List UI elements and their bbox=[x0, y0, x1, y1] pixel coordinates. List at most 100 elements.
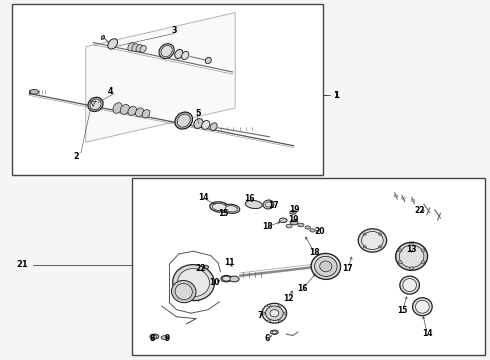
Text: 2: 2 bbox=[73, 152, 79, 161]
Circle shape bbox=[278, 304, 281, 306]
Ellipse shape bbox=[182, 51, 189, 59]
Text: 6: 6 bbox=[265, 334, 270, 343]
Ellipse shape bbox=[212, 203, 227, 211]
Text: 11: 11 bbox=[224, 258, 235, 267]
Ellipse shape bbox=[210, 123, 217, 131]
Text: 22: 22 bbox=[414, 206, 425, 215]
Ellipse shape bbox=[315, 256, 337, 276]
Circle shape bbox=[410, 243, 414, 246]
Ellipse shape bbox=[88, 97, 103, 112]
Ellipse shape bbox=[121, 104, 129, 114]
Ellipse shape bbox=[101, 35, 104, 40]
Ellipse shape bbox=[400, 276, 419, 294]
Ellipse shape bbox=[290, 220, 298, 225]
Ellipse shape bbox=[136, 108, 144, 117]
Polygon shape bbox=[86, 13, 235, 142]
Text: 3: 3 bbox=[171, 26, 177, 35]
Ellipse shape bbox=[194, 118, 203, 129]
Text: 15: 15 bbox=[397, 306, 408, 315]
Text: 16: 16 bbox=[297, 284, 308, 293]
Ellipse shape bbox=[263, 200, 274, 209]
Ellipse shape bbox=[416, 300, 429, 313]
Circle shape bbox=[268, 304, 270, 306]
Ellipse shape bbox=[132, 44, 139, 51]
Ellipse shape bbox=[90, 99, 101, 110]
Text: 14: 14 bbox=[422, 328, 433, 338]
Text: 16: 16 bbox=[245, 194, 255, 203]
Ellipse shape bbox=[202, 121, 210, 129]
Text: 9: 9 bbox=[165, 334, 170, 343]
Ellipse shape bbox=[161, 45, 172, 57]
Text: 10: 10 bbox=[209, 278, 220, 287]
Ellipse shape bbox=[142, 109, 150, 118]
Ellipse shape bbox=[395, 242, 428, 270]
Circle shape bbox=[398, 249, 402, 252]
Ellipse shape bbox=[159, 44, 174, 59]
Ellipse shape bbox=[136, 45, 142, 52]
Text: 1: 1 bbox=[333, 91, 339, 100]
Text: 5: 5 bbox=[196, 109, 201, 118]
Circle shape bbox=[421, 261, 425, 264]
Text: 21: 21 bbox=[16, 260, 28, 269]
Ellipse shape bbox=[413, 298, 432, 316]
Ellipse shape bbox=[272, 331, 276, 333]
Ellipse shape bbox=[222, 276, 230, 281]
Text: 8: 8 bbox=[149, 334, 154, 343]
Circle shape bbox=[379, 233, 382, 235]
Ellipse shape bbox=[319, 261, 332, 272]
Text: 18: 18 bbox=[262, 222, 272, 231]
Ellipse shape bbox=[150, 334, 159, 339]
Circle shape bbox=[410, 267, 414, 270]
Ellipse shape bbox=[290, 211, 296, 214]
Text: 19: 19 bbox=[289, 205, 299, 214]
Circle shape bbox=[379, 246, 382, 248]
Ellipse shape bbox=[403, 279, 416, 292]
Ellipse shape bbox=[310, 229, 316, 232]
Circle shape bbox=[421, 249, 425, 252]
Ellipse shape bbox=[286, 224, 292, 228]
Ellipse shape bbox=[205, 57, 211, 64]
Ellipse shape bbox=[305, 226, 311, 229]
Ellipse shape bbox=[128, 42, 135, 51]
Ellipse shape bbox=[262, 303, 287, 323]
Ellipse shape bbox=[266, 202, 271, 207]
Ellipse shape bbox=[203, 265, 209, 269]
Ellipse shape bbox=[245, 201, 262, 208]
Circle shape bbox=[278, 320, 281, 322]
Text: 12: 12 bbox=[283, 294, 294, 303]
Ellipse shape bbox=[266, 306, 283, 320]
Ellipse shape bbox=[225, 206, 237, 212]
Circle shape bbox=[363, 246, 366, 248]
Ellipse shape bbox=[177, 269, 210, 297]
Ellipse shape bbox=[172, 265, 215, 301]
Circle shape bbox=[268, 320, 270, 322]
Text: 4: 4 bbox=[107, 87, 113, 96]
Ellipse shape bbox=[362, 231, 383, 249]
Text: 17: 17 bbox=[343, 264, 353, 273]
Ellipse shape bbox=[279, 218, 287, 222]
Ellipse shape bbox=[297, 223, 304, 227]
Ellipse shape bbox=[270, 330, 278, 334]
Ellipse shape bbox=[172, 280, 196, 303]
Ellipse shape bbox=[140, 45, 146, 53]
Ellipse shape bbox=[175, 112, 193, 129]
Ellipse shape bbox=[175, 49, 183, 59]
Circle shape bbox=[262, 312, 265, 314]
Circle shape bbox=[284, 312, 287, 314]
Ellipse shape bbox=[311, 253, 341, 279]
Text: 7: 7 bbox=[257, 310, 262, 320]
Ellipse shape bbox=[221, 275, 232, 282]
Ellipse shape bbox=[128, 106, 137, 116]
Text: 18: 18 bbox=[309, 248, 320, 257]
Circle shape bbox=[363, 233, 366, 235]
Text: 17: 17 bbox=[268, 201, 279, 210]
Ellipse shape bbox=[399, 245, 424, 267]
Text: 13: 13 bbox=[406, 245, 417, 253]
Bar bbox=[12, 4, 323, 175]
Ellipse shape bbox=[161, 336, 168, 340]
Circle shape bbox=[398, 261, 402, 264]
Text: 15: 15 bbox=[218, 210, 229, 218]
Ellipse shape bbox=[30, 90, 39, 94]
Ellipse shape bbox=[210, 202, 229, 212]
Text: 19: 19 bbox=[288, 215, 298, 224]
